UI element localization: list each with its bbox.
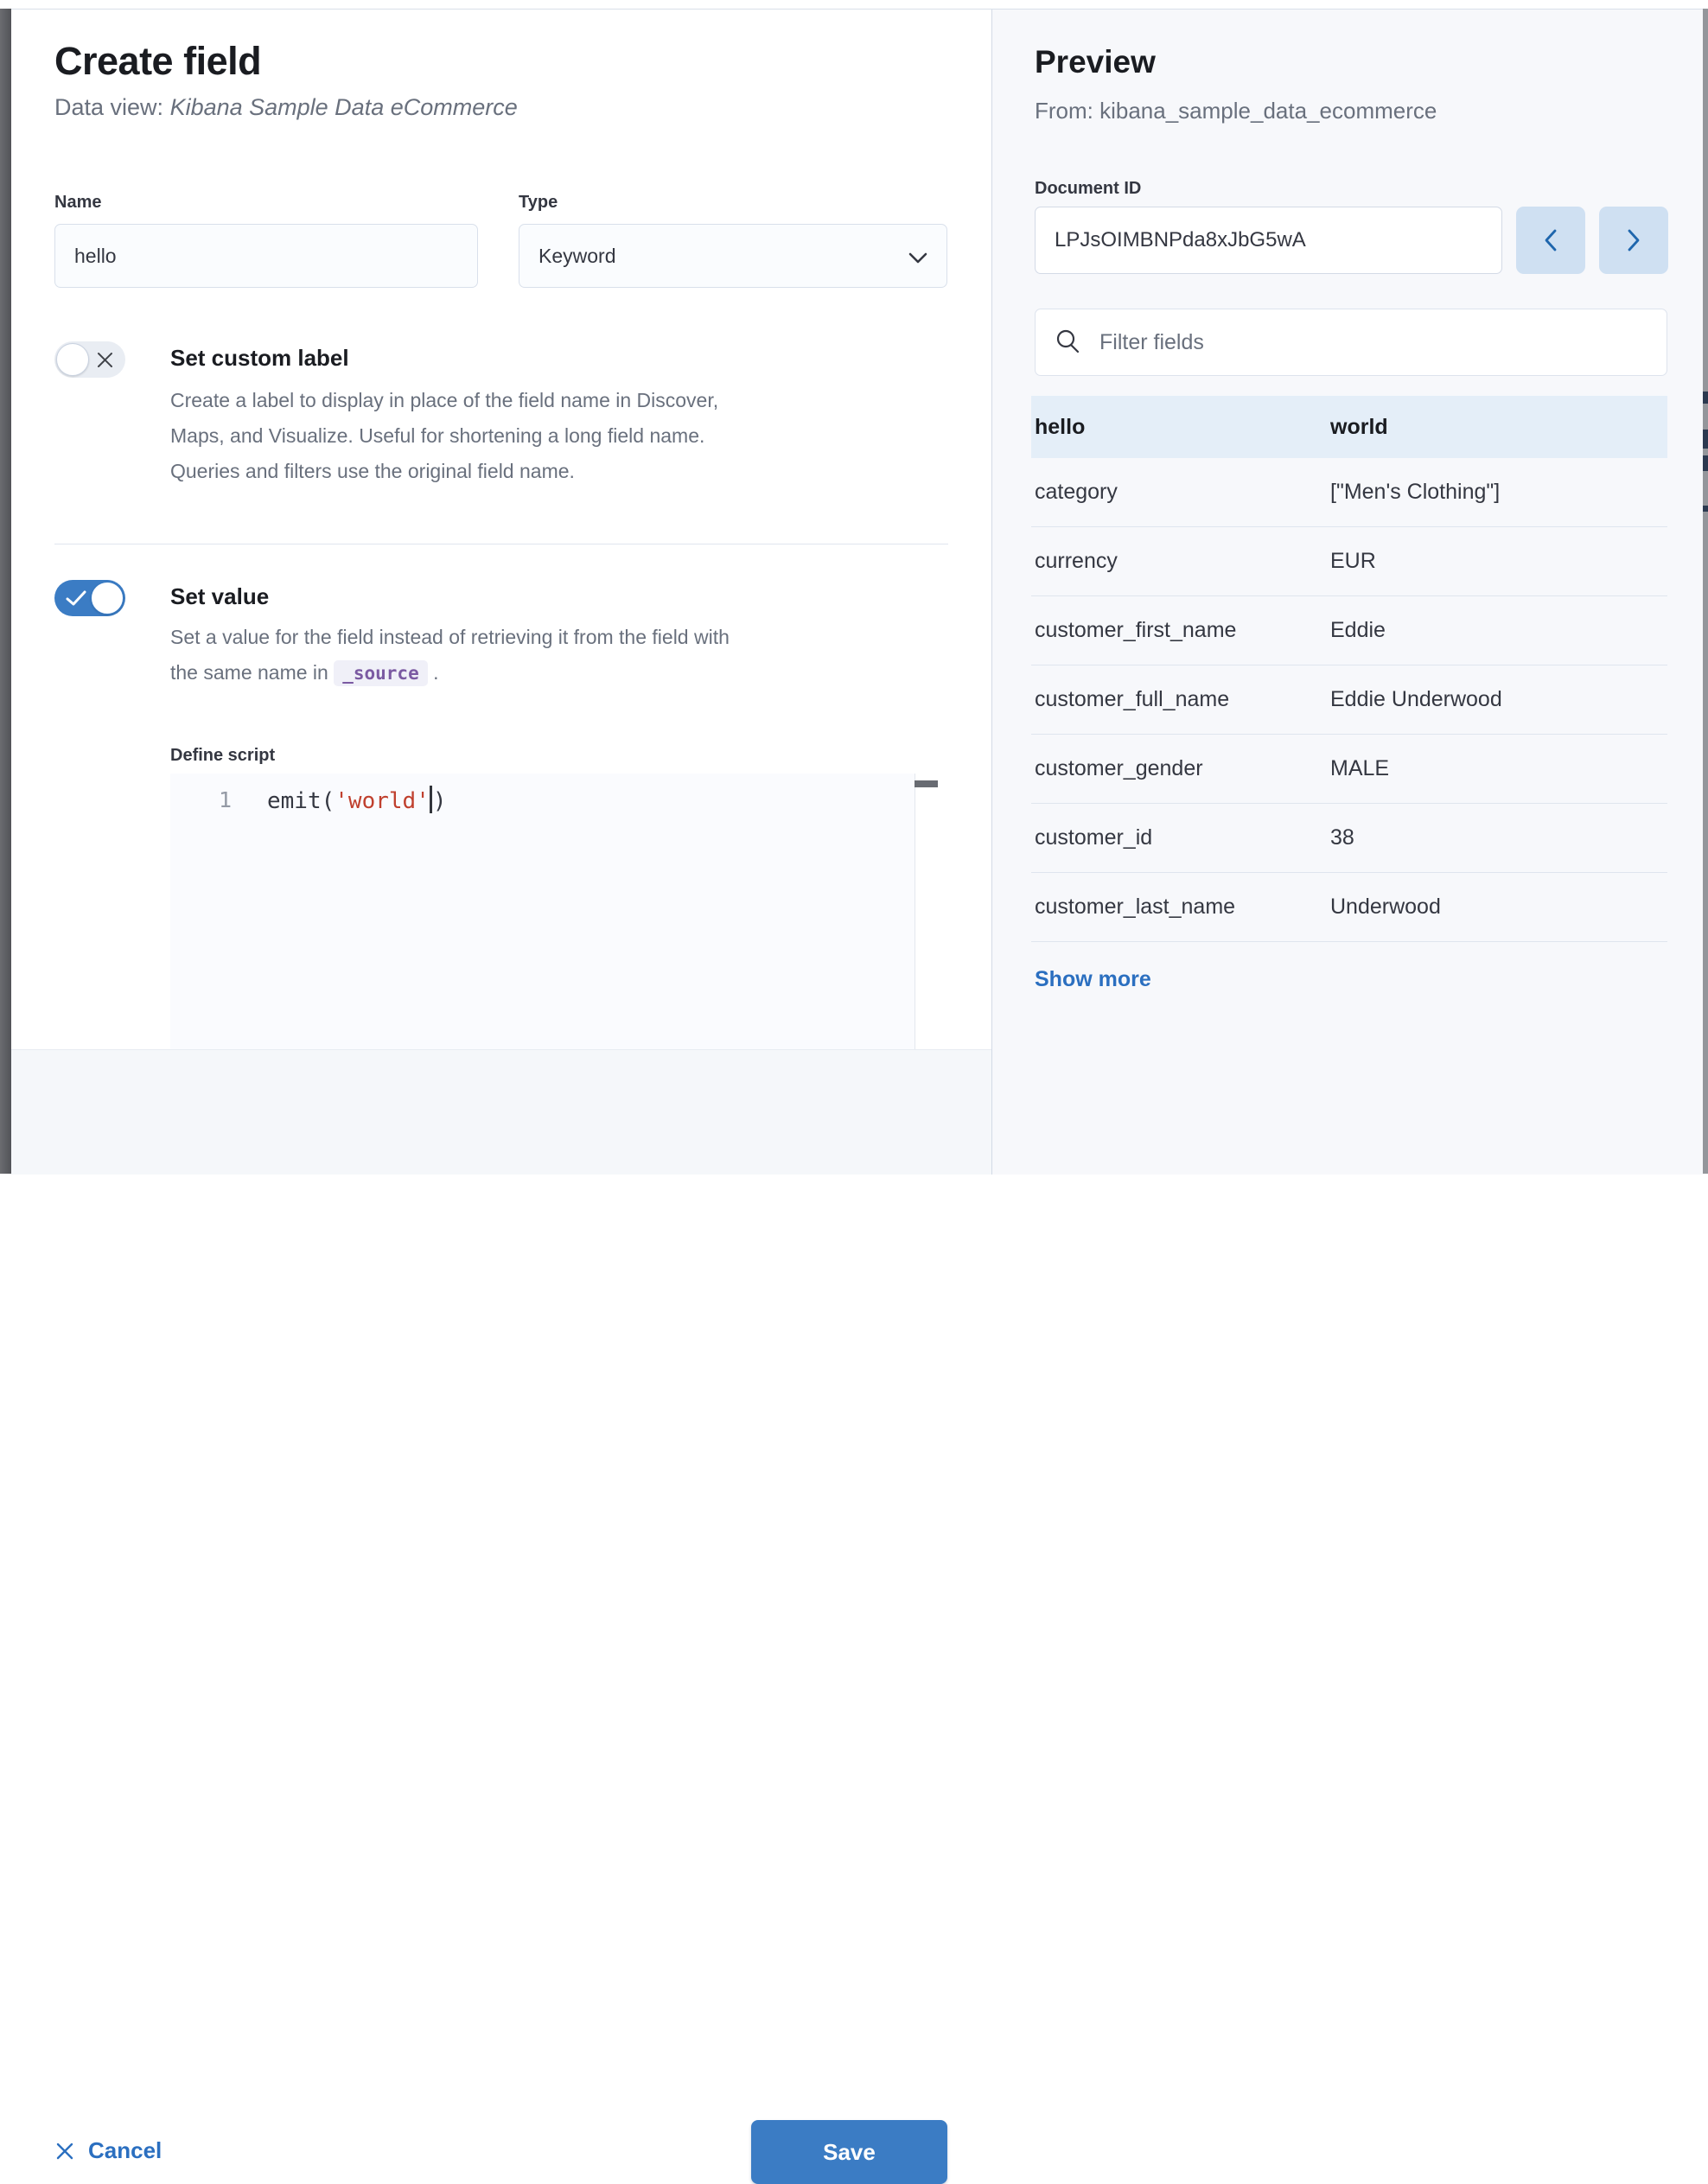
table-row: customer_first_name Eddie	[1031, 596, 1667, 665]
set-value-title: Set value	[170, 583, 270, 609]
row-field-value: ["Men's Clothing"]	[1330, 480, 1501, 504]
name-label: Name	[54, 193, 102, 212]
row-field-name: category	[1035, 480, 1118, 504]
next-document-button[interactable]	[1599, 207, 1668, 274]
name-input[interactable]	[54, 224, 478, 288]
preview-table: hello world category ["Men's Clothing"] …	[1031, 396, 1667, 942]
page-scrollbar	[1703, 9, 1708, 1174]
chevron-left-icon	[1545, 229, 1557, 252]
save-label: Save	[823, 2138, 876, 2165]
row-field-value: Underwood	[1330, 895, 1441, 919]
document-id-input[interactable]	[1035, 207, 1502, 274]
page-edge-left	[0, 9, 11, 1174]
row-field-name: customer_first_name	[1035, 618, 1237, 642]
header-field-value: world	[1330, 414, 1388, 439]
toggle-knob	[56, 343, 89, 376]
define-script-label: Define script	[170, 746, 276, 765]
x-icon	[98, 353, 112, 367]
set-value-description: Set a value for the field instead of ret…	[170, 620, 931, 691]
show-more-link[interactable]: Show more	[1035, 967, 1151, 991]
table-row: customer_gender MALE	[1031, 735, 1667, 804]
row-field-name: customer_id	[1035, 825, 1153, 850]
table-row: currency EUR	[1031, 527, 1667, 596]
editor-overview-mark	[915, 780, 938, 787]
close-icon	[56, 2143, 73, 2159]
code-string-token: 'world'	[335, 788, 430, 814]
document-id-label: Document ID	[1035, 179, 1142, 198]
set-value-toggle[interactable]	[54, 580, 125, 616]
toggle-knob	[91, 582, 124, 614]
row-field-name: customer_gender	[1035, 756, 1203, 780]
previous-document-button[interactable]	[1516, 207, 1585, 274]
page-title: Create field	[54, 39, 262, 83]
row-field-name: currency	[1035, 549, 1118, 573]
row-field-value: Eddie Underwood	[1330, 687, 1502, 711]
row-field-name: customer_full_name	[1035, 687, 1230, 711]
filter-fields-input[interactable]	[1098, 328, 1667, 356]
data-view-subtitle: Data view: Kibana Sample Data eCommerce	[54, 94, 518, 121]
header-field-name: hello	[1035, 414, 1086, 439]
table-row: customer_id 38	[1031, 804, 1667, 873]
row-field-value: EUR	[1330, 549, 1376, 573]
preview-table-body: category ["Men's Clothing"] currency EUR…	[1031, 458, 1667, 942]
type-select-value: Keyword	[539, 244, 616, 267]
save-button[interactable]: Save	[751, 2120, 947, 2184]
editor-caret	[429, 786, 432, 813]
custom-label-description: Create a label to display in place of th…	[170, 389, 719, 482]
chevron-down-icon	[907, 248, 929, 271]
row-field-value: Eddie	[1330, 618, 1386, 642]
table-row: category ["Men's Clothing"]	[1031, 458, 1667, 527]
chevron-right-icon	[1628, 229, 1640, 252]
create-field-flyout: Create field Data view: Kibana Sample Da…	[11, 9, 1703, 2184]
editor-line-number: 1	[219, 787, 233, 812]
editor-scrollbar[interactable]	[915, 774, 938, 1049]
cancel-button[interactable]: Cancel	[54, 2137, 162, 2164]
data-view-name: Kibana Sample Data eCommerce	[169, 94, 518, 120]
data-view-label: Data view:	[54, 94, 170, 120]
preview-title: Preview	[1035, 44, 1156, 80]
preview-panel: Preview From: kibana_sample_data_ecommer…	[991, 10, 1703, 1175]
custom-label-title: Set custom label	[170, 345, 349, 371]
script-code-editor[interactable]: 1 emit('world')	[170, 774, 938, 1049]
source-code-badge: _source	[334, 660, 428, 686]
type-label: Type	[519, 193, 558, 212]
custom-label-toggle[interactable]	[54, 341, 125, 378]
row-field-value: 38	[1330, 825, 1354, 850]
create-field-form-panel: Create field Data view: Kibana Sample Da…	[11, 10, 991, 2184]
filter-fields-search[interactable]	[1035, 309, 1667, 376]
flyout-footer: Cancel Save	[11, 1049, 991, 2184]
table-row: customer_full_name Eddie Underwood	[1031, 665, 1667, 735]
check-icon	[66, 590, 86, 606]
type-select[interactable]: Keyword	[519, 224, 947, 288]
preview-from: From: kibana_sample_data_ecommerce	[1035, 98, 1437, 124]
table-row: customer_last_name Underwood	[1031, 873, 1667, 942]
row-field-value: MALE	[1330, 756, 1390, 780]
search-icon	[1056, 329, 1080, 353]
cancel-label: Cancel	[88, 2137, 163, 2163]
editor-code-line: emit('world')	[267, 786, 447, 814]
preview-table-header-row: hello world	[1031, 396, 1667, 458]
row-field-name: customer_last_name	[1035, 895, 1236, 919]
